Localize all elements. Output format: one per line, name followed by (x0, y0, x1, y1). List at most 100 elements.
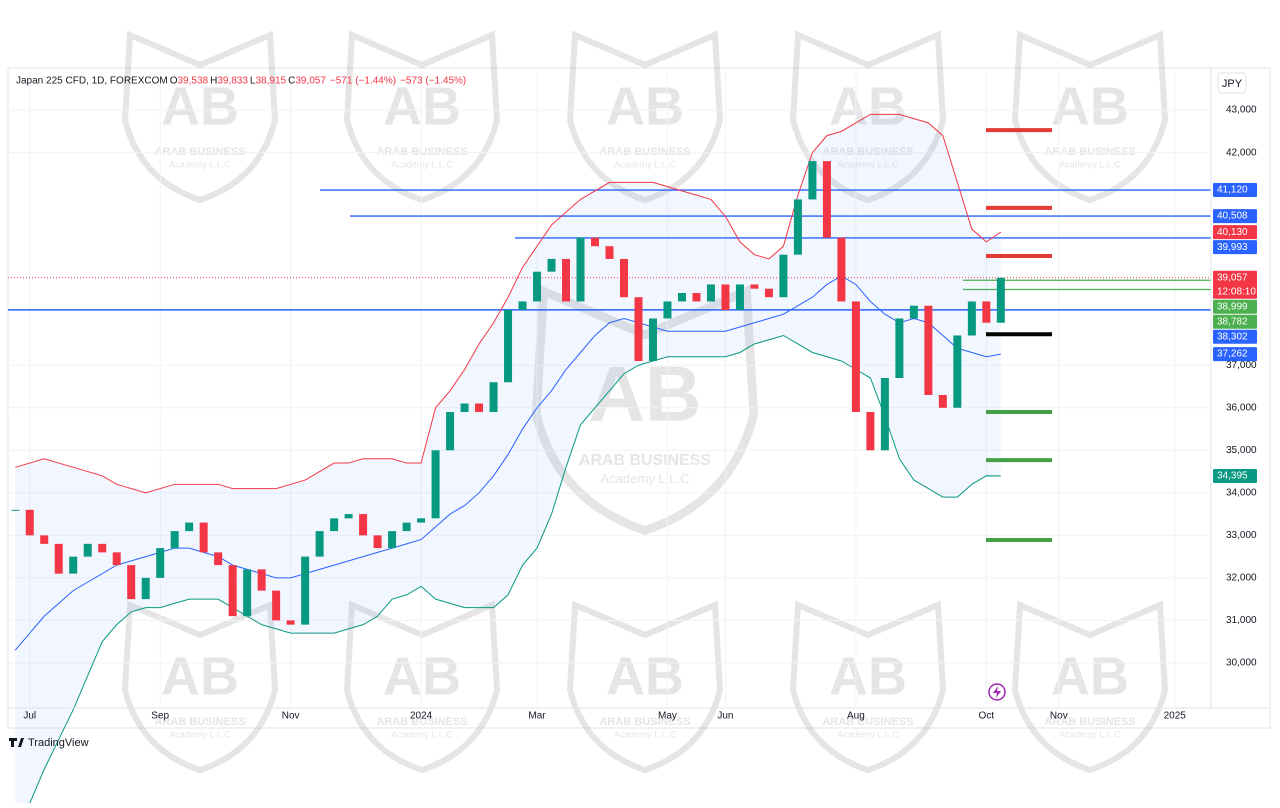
candle (54, 543, 63, 574)
currency[interactable]: JPY (1222, 78, 1243, 90)
price-tag-label: 37,262 (1217, 349, 1248, 360)
candle (228, 565, 237, 617)
candle (156, 548, 165, 578)
y-tick-label: 42,000 (1226, 147, 1257, 158)
watermark-shield (566, 30, 724, 204)
band-line (26, 334, 1001, 808)
x-tick-label: Jul (23, 711, 36, 722)
candle (735, 284, 744, 310)
watermark-text: Academy L.L.C (614, 729, 676, 739)
candle (750, 284, 759, 289)
header: Japan 225 CFD, 1D, FOREXCOM O 39,538 H 39,83… (16, 76, 466, 87)
price-tag-label: 40,508 (1217, 211, 1248, 222)
candle (170, 531, 179, 549)
candle (764, 288, 773, 298)
symbol: Japan 225 CFD, 1D, FOREXCOM (16, 76, 168, 87)
price-tag-label: 38,302 (1217, 331, 1248, 342)
watermark-shield (343, 30, 501, 204)
ohlc-value: 39,833 (217, 76, 248, 87)
candle (330, 518, 339, 532)
candle (98, 543, 107, 553)
candle (40, 535, 49, 544)
candle (996, 277, 1005, 323)
watermark-logo: AB (383, 646, 461, 706)
ohlc-value: 39,538 (178, 76, 209, 87)
watermark-logo: AB (606, 76, 684, 136)
ohlc-key: L (250, 76, 256, 87)
watermark-shield (121, 600, 279, 774)
candle (199, 522, 208, 553)
price-tag-label: 39,993 (1217, 242, 1248, 253)
watermark-text: ARAB BUSINESS (1044, 146, 1135, 158)
candle (25, 509, 34, 536)
currency-box[interactable] (1217, 72, 1247, 94)
ohlc-key: C (288, 76, 295, 87)
candle (605, 246, 614, 259)
candle (315, 531, 324, 557)
candle (417, 518, 426, 523)
price-tag (1213, 225, 1257, 240)
watermark-text: Academy L.L.C (1059, 729, 1121, 739)
candle (11, 509, 20, 511)
watermark-text: ARAB BUSINESS (376, 146, 467, 158)
y-tick-label: 37,000 (1226, 360, 1257, 371)
candle (272, 590, 281, 621)
watermark-text: Academy L.L.C (391, 729, 453, 739)
price-tag-label: 34,395 (1217, 471, 1248, 482)
candle (692, 292, 701, 302)
watermark-logo: AB (1051, 646, 1129, 706)
watermark-logo: AB (606, 646, 684, 706)
candle (648, 318, 657, 361)
candle (402, 522, 411, 532)
watermark-text: Academy L.L.C (614, 159, 676, 169)
candle (924, 305, 933, 396)
y-tick-label: 43,000 (1226, 105, 1257, 116)
candle (127, 565, 136, 600)
candle (446, 412, 455, 451)
candle (837, 237, 846, 302)
candle (460, 403, 469, 413)
x-tick-label: Nov (1050, 711, 1068, 722)
events-icon[interactable] (988, 683, 1006, 701)
candle (257, 569, 266, 591)
price-tag-label: 40,130 (1217, 227, 1248, 238)
candle (677, 292, 686, 302)
candle (533, 271, 542, 302)
watermark-shield (1011, 600, 1169, 774)
candle (634, 297, 643, 361)
candle (938, 395, 947, 408)
candle (373, 535, 382, 549)
change: −571 (−1.44%) (330, 76, 396, 87)
candle (69, 556, 78, 574)
candle (344, 514, 353, 519)
candle (562, 258, 571, 302)
candle (359, 514, 368, 536)
candle (547, 258, 556, 272)
watermark-text: ARAB BUSINESS (154, 146, 245, 158)
candle (214, 552, 223, 566)
price-tag (1213, 240, 1257, 255)
watermark-text: Academy L.L.C (600, 471, 689, 486)
watermark-shield (531, 284, 759, 536)
candle (112, 552, 121, 566)
candle (880, 378, 889, 451)
price-tag-label: 41,120 (1217, 185, 1248, 196)
x-tick-label: 2024 (410, 711, 433, 722)
watermark-text: ARAB BUSINESS (376, 716, 467, 728)
y-tick-label: 34,000 (1226, 487, 1257, 498)
x-tick-label: Oct (979, 711, 995, 722)
ohlc-key: H (210, 76, 217, 87)
price-tag (1213, 183, 1257, 198)
price-tag (1213, 270, 1257, 299)
change-alt: −573 (−1.45%) (400, 76, 466, 87)
y-tick-label: 30,000 (1226, 658, 1257, 669)
